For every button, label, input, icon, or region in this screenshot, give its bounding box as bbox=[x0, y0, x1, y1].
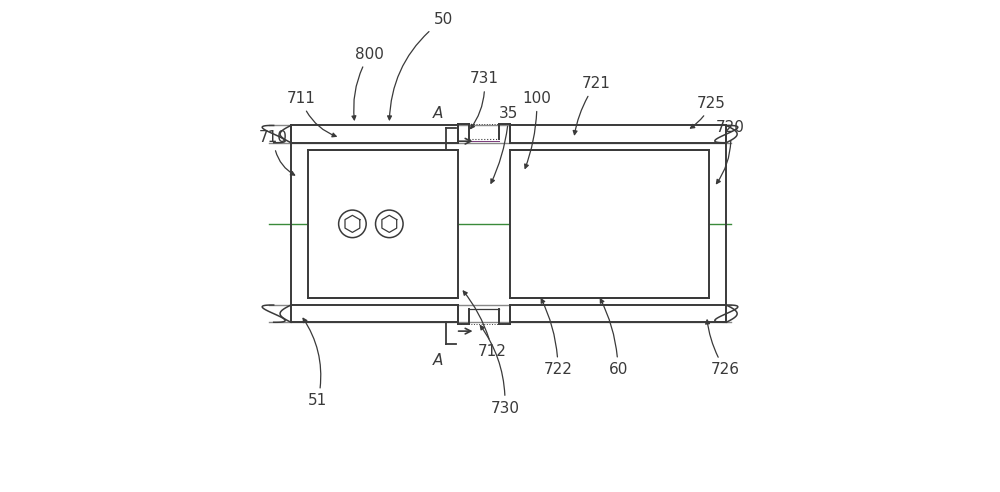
FancyBboxPatch shape bbox=[510, 305, 726, 322]
FancyBboxPatch shape bbox=[510, 150, 709, 298]
FancyBboxPatch shape bbox=[291, 305, 458, 322]
Text: 100: 100 bbox=[522, 91, 551, 168]
Text: 722: 722 bbox=[541, 299, 572, 377]
Text: 710: 710 bbox=[259, 130, 295, 175]
Text: 730: 730 bbox=[480, 326, 519, 416]
Text: 51: 51 bbox=[303, 318, 328, 408]
Text: 720: 720 bbox=[716, 121, 745, 184]
FancyBboxPatch shape bbox=[510, 125, 726, 143]
Text: 712: 712 bbox=[463, 291, 507, 359]
Text: 726: 726 bbox=[706, 320, 740, 377]
Text: 725: 725 bbox=[690, 96, 726, 128]
Text: 50: 50 bbox=[388, 12, 453, 120]
Text: 35: 35 bbox=[491, 106, 519, 183]
Text: 731: 731 bbox=[470, 71, 499, 128]
Text: A: A bbox=[433, 106, 444, 121]
Text: 800: 800 bbox=[352, 47, 384, 120]
Text: 711: 711 bbox=[286, 91, 336, 137]
Text: A: A bbox=[433, 353, 444, 368]
FancyBboxPatch shape bbox=[291, 125, 458, 143]
Text: 60: 60 bbox=[600, 299, 628, 377]
FancyBboxPatch shape bbox=[308, 150, 458, 298]
Text: 721: 721 bbox=[573, 76, 610, 135]
